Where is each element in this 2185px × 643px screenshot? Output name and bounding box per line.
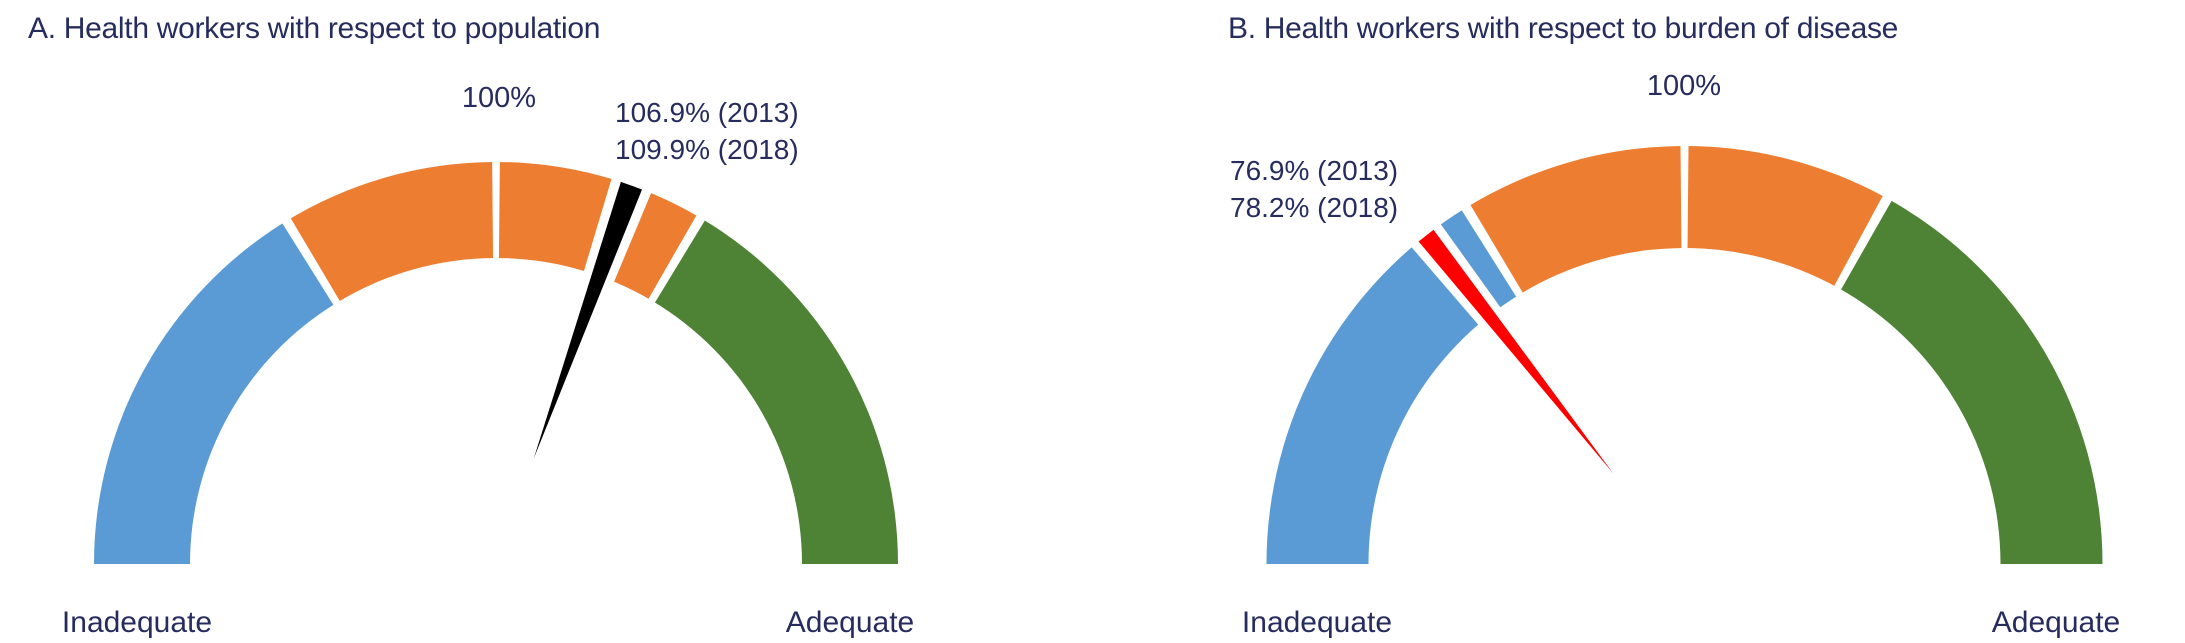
zone-divider <box>647 213 706 305</box>
gauge-burden-value-2013: 76.9% (2013) <box>1230 155 1399 186</box>
gauge-burden-needle-annotation: 76.9% (2013) 78.2% (2018) <box>1230 152 1398 226</box>
gauge-population-adequate-label: Adequate <box>785 606 915 639</box>
zone-inadequate <box>94 220 337 565</box>
gauge-population-inadequate-label: Inadequate <box>61 606 213 639</box>
gauge-population-100pct-label: 100% <box>461 82 537 114</box>
zone-adequate <box>651 217 898 565</box>
gauge-population <box>94 159 898 565</box>
panel-health-workers-population: A. Health workers with respect to popula… <box>0 0 1092 643</box>
gauge-burden-value-2018: 78.2% (2018) <box>1230 192 1399 223</box>
gauge-population-title: A. Health workers with respect to popula… <box>28 12 601 45</box>
panel-health-workers-burden-of-disease: B. Health workers with respect to burden… <box>1093 0 2185 643</box>
reference-100pct-divider <box>492 159 500 261</box>
gauge-burden-100pct-label: 100% <box>1646 70 1722 102</box>
gauge-population-value-2018: 109.9% (2018) <box>615 134 799 165</box>
reference-100pct-divider <box>1680 144 1689 251</box>
zone-divider <box>1833 194 1893 292</box>
zone-inadequate <box>1266 207 1520 564</box>
gauge-burden-of-disease <box>1266 144 2103 564</box>
needle <box>533 181 643 459</box>
zone-divider <box>281 216 341 307</box>
needle <box>1418 229 1614 474</box>
gauge-population-value-2013: 106.9% (2013) <box>615 97 799 128</box>
gauge-burden-inadequate-label: Inadequate <box>1241 606 1393 639</box>
gauge-population-needle-annotation: 106.9% (2013) 109.9% (2018) <box>615 94 799 168</box>
zone-divider <box>1460 203 1524 299</box>
zone-around-requirement <box>1466 145 1888 295</box>
gauge-burden-title: B. Health workers with respect to burden… <box>1228 12 1899 45</box>
zone-adequate <box>1837 198 2103 564</box>
gauge-burden-adequate-label: Adequate <box>1991 606 2121 639</box>
